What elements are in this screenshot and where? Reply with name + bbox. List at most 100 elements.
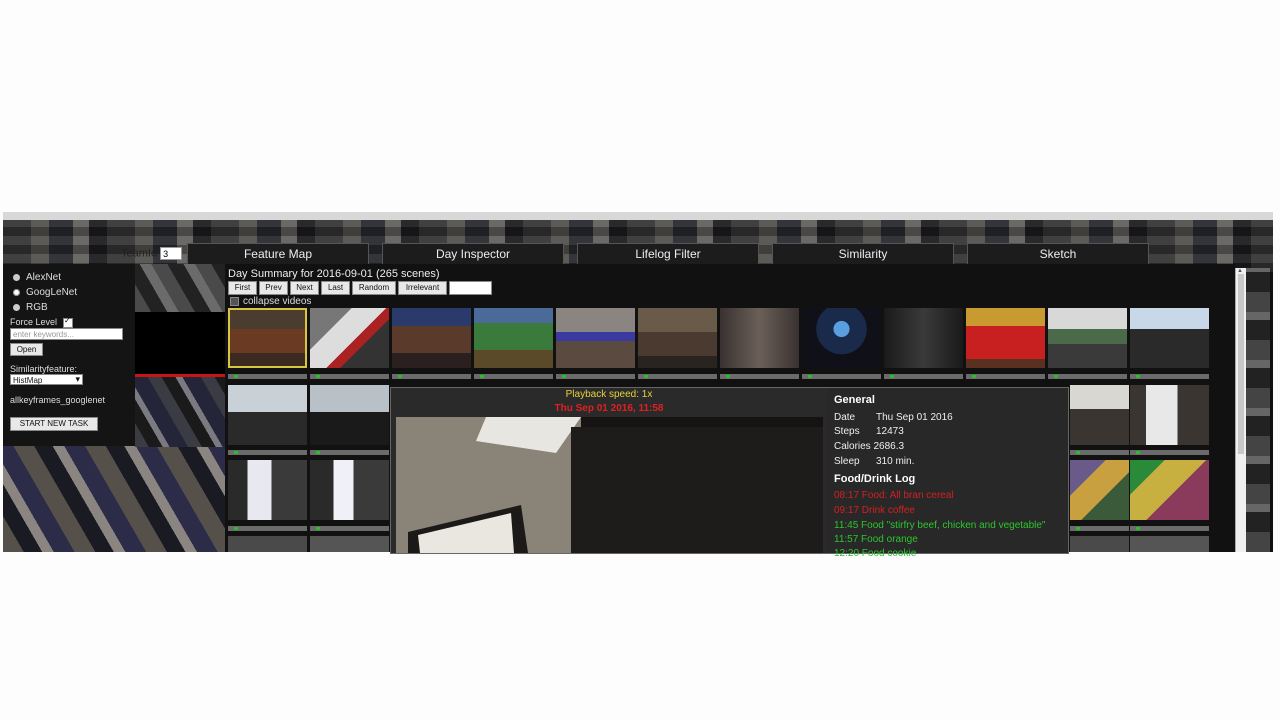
team-id-input[interactable] [160,247,183,260]
food-log-heading: Food/Drink Log [834,473,916,485]
scene-progress-bar [392,374,471,379]
scene-progress-bar [310,526,389,531]
dataset-label: allkeyframes_googlenet [10,395,106,405]
scene-thumbnail[interactable] [474,308,553,368]
keyword-input[interactable]: enter keywords... [10,328,123,340]
image-mosaic-top [135,264,225,312]
scene-thumbnail-selected[interactable] [228,308,307,368]
scene-thumbnail[interactable] [1130,385,1209,445]
scene-progress-bar [1070,450,1129,455]
tab-lifelog-filter[interactable]: Lifelog Filter [577,243,759,264]
collapse-label: collapse videos [243,296,312,307]
prev-button[interactable]: Prev [259,281,288,295]
last-button[interactable]: Last [321,281,350,295]
scene-thumbnail[interactable] [1048,308,1127,368]
radio-label: GoogLeNet [26,287,78,298]
scene-thumbnail[interactable] [310,536,389,552]
scene-thumbnail[interactable] [310,460,389,520]
force-level-checkbox[interactable] [63,316,74,328]
scene-thumbnail[interactable] [720,308,799,368]
force-level-label: Force Level [10,317,58,327]
info-key: Sleep [834,456,860,467]
scroll-up-icon[interactable]: ▲ [1237,268,1243,274]
day-summary-title: Day Summary for 2016-09-01 (265 scenes) [228,268,440,280]
scene-thumbnail[interactable] [556,308,635,368]
scene-thumbnail[interactable] [310,308,389,368]
scene-input[interactable] [449,281,492,295]
scene-thumbnail[interactable] [228,460,307,520]
scene-thumbnail[interactable] [1070,536,1129,552]
general-heading: General [834,394,875,406]
info-row-calories: Calories 2686.3 [834,441,904,452]
radio-dot-selected-icon [13,288,20,296]
info-row-sleep: Sleep 310 min. [834,456,914,467]
scene-thumbnail[interactable] [638,308,717,368]
scrollbar-thumb[interactable] [1238,274,1244,454]
scene-thumbnail[interactable] [228,536,307,552]
irrelevant-button[interactable]: Irrelevant [398,281,447,295]
scene-thumbnail[interactable] [1130,308,1209,368]
scene-progress-bar [228,526,307,531]
scene-progress-bar [1070,526,1129,531]
scene-progress-bar [638,374,717,379]
top-border [3,212,1273,220]
info-value: 2686.3 [873,441,905,452]
radio-rgb[interactable]: RGB [13,302,48,313]
scene-thumbnail[interactable] [1130,460,1209,520]
scene-progress-bar [556,374,635,379]
scene-progress-bar [802,374,881,379]
tab-sketch[interactable]: Sketch [967,243,1149,264]
scene-thumbnail[interactable] [228,385,307,445]
tab-day-inspector[interactable]: Day Inspector [382,243,564,264]
radio-googlenet[interactable]: GoogLeNet [13,287,77,298]
vertical-scrollbar[interactable]: ▲ [1235,268,1246,552]
team-id: TeamId [121,247,183,260]
scene-progress-bar [228,374,307,379]
start-new-task-button[interactable]: START NEW TASK [10,417,98,431]
scene-inspector-popup: Playback speed: 1x Thu Sep 01 2016, 11:5… [390,387,1069,559]
similarity-feature-select[interactable]: HistMap [10,374,83,385]
open-button[interactable]: Open [10,343,43,356]
info-value: Thu Sep 01 2016 [876,412,953,423]
collapse-checkbox[interactable] [230,296,239,306]
scene-thumbnail[interactable] [884,308,963,368]
tab-feature-map[interactable]: Feature Map [187,243,369,264]
next-button[interactable]: Next [290,281,319,295]
radio-alexnet[interactable]: AlexNet [13,272,61,283]
food-log-entry: 11:45 Food "stirfry beef, chicken and ve… [834,520,1046,531]
first-button[interactable]: First [228,281,257,295]
scene-progress-bar [1130,526,1209,531]
similarity-feature-label: Similarityfeature: [10,364,78,374]
radio-label: AlexNet [26,272,62,283]
scene-thumbnail[interactable] [966,308,1045,368]
scene-progress-bar [966,374,1045,379]
radio-dot-icon [13,273,20,281]
team-id-label: TeamId [121,247,158,260]
info-row-steps: Steps 12473 [834,426,904,437]
scene-progress-bar [228,450,307,455]
info-key: Date [834,412,856,423]
food-log-entry: 12:20 Food cookie [834,548,917,559]
collapse-videos-toggle[interactable]: collapse videos [230,296,311,307]
radio-label: RGB [26,302,48,313]
food-log-entry: 11:57 Food orange [834,534,918,545]
scene-thumbnail[interactable] [1070,385,1129,445]
scene-progress-bar [1130,374,1209,379]
info-value: 310 min. [876,456,915,467]
scene-progress-bar [1048,374,1127,379]
scene-thumbnail[interactable] [1070,460,1129,520]
right-mosaic-strip [1246,268,1270,552]
video-player[interactable] [396,417,823,553]
info-key: Calories [834,441,871,452]
image-mosaic-middle [135,377,225,447]
scene-progress-bar [310,374,389,379]
scene-progress-bar [884,374,963,379]
tab-similarity[interactable]: Similarity [772,243,954,264]
scene-thumbnail[interactable] [392,308,471,368]
scene-thumbnail[interactable] [802,308,881,368]
scene-thumbnail[interactable] [1130,536,1209,552]
random-button[interactable]: Random [352,281,396,295]
scene-thumbnail[interactable] [310,385,389,445]
video-frame [396,417,823,553]
playback-timestamp: Thu Sep 01 2016, 11:58 [554,403,664,414]
